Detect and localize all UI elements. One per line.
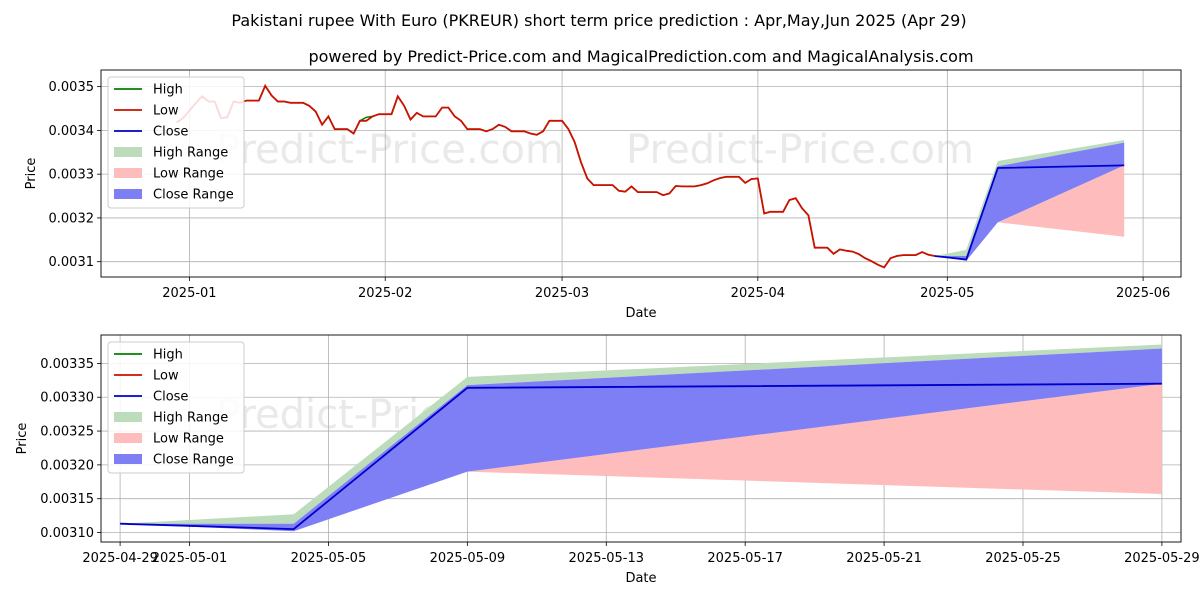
y-tick-label: 0.00335 <box>40 357 94 372</box>
legend-high-range-swatch <box>114 412 142 422</box>
legend-close-range-swatch <box>114 189 142 199</box>
y-tick-label: 0.00325 <box>40 425 94 440</box>
y-tick-label: 0.0033 <box>49 168 95 183</box>
legend-close-label: Close <box>153 390 188 405</box>
watermark-text: Predict-Price.com <box>216 127 564 173</box>
x-tick-label: 2025-05-01 <box>152 551 228 566</box>
legend-close-label: Close <box>153 125 188 140</box>
legend-close-range-label: Close Range <box>153 188 234 203</box>
legend-close-range-label: Close Range <box>153 453 234 468</box>
y-tick-label: 0.0031 <box>49 255 95 270</box>
watermark-text: Predict-Price.com <box>626 127 974 173</box>
chart-title: Pakistani rupee With Euro (PKREUR) short… <box>231 11 966 30</box>
y-tick-label: 0.00315 <box>40 492 94 507</box>
y-tick-label: 0.00320 <box>40 458 94 473</box>
low-range-band <box>934 165 1125 261</box>
x-tick-label: 2025-05-21 <box>846 551 922 566</box>
y-tick-label: 0.0032 <box>49 211 95 226</box>
x-tick-label: 2025-03 <box>535 286 589 301</box>
close-series-line <box>120 382 1162 531</box>
close-range-band <box>120 348 1162 532</box>
plot-frame <box>100 69 1182 278</box>
low-series-line <box>176 83 935 269</box>
legend-high-range-swatch <box>114 147 142 157</box>
legend-low-label: Low <box>153 369 179 384</box>
x-tick-label: 2025-02 <box>358 286 412 301</box>
legend-close-range-swatch <box>114 454 142 464</box>
high-series-line <box>176 84 935 269</box>
x-tick-label: 2025-05-29 <box>1124 551 1200 566</box>
legend-high-range-label: High Range <box>153 146 228 161</box>
y-tick-label: 0.00330 <box>40 391 94 406</box>
legend-low-range-label: Low Range <box>153 167 224 182</box>
bottom-panel: Predict-Price.comPredict-Price.com2025-0… <box>15 334 1200 586</box>
x-tick-label: 2025-05-17 <box>707 551 783 566</box>
x-tick-label: 2025-04-29 <box>82 551 158 566</box>
legend-low-range-label: Low Range <box>153 432 224 447</box>
x-axis-label: Date <box>625 571 656 586</box>
close-series-line <box>934 164 1125 261</box>
x-tick-label: 2025-05-09 <box>430 551 506 566</box>
legend-high-range-label: High Range <box>153 411 228 426</box>
y-tick-label: 0.0034 <box>49 124 95 139</box>
x-tick-label: 2025-05 <box>920 286 974 301</box>
low-range-band <box>120 383 1162 532</box>
chart-subtitle: powered by Predict-Price.com and Magical… <box>308 47 973 66</box>
plot-frame <box>100 334 1182 543</box>
y-axis-label: Price <box>24 158 39 190</box>
close-range-band <box>934 142 1125 261</box>
x-tick-label: 2025-05-05 <box>291 551 367 566</box>
legend-high-label: High <box>153 83 183 98</box>
x-tick-label: 2025-05-25 <box>985 551 1061 566</box>
legend-low-label: Low <box>153 104 179 119</box>
legend-high-label: High <box>153 348 183 363</box>
x-axis-label: Date <box>625 306 656 321</box>
x-tick-label: 2025-01 <box>162 286 216 301</box>
legend: High Low Close High Range Low Range Close Ran… <box>107 76 245 209</box>
x-tick-label: 2025-05-13 <box>568 551 644 566</box>
y-axis-label: Price <box>15 423 30 455</box>
top-panel: Predict-Price.com Predict-Price.com 2025-0… <box>24 69 1182 321</box>
y-tick-label: 0.00310 <box>40 526 94 541</box>
x-tick-label: 2025-06 <box>1116 286 1170 301</box>
legend-low-range-swatch <box>114 433 142 443</box>
legend: High Low Close High Range Low Range Close Ran… <box>107 341 245 474</box>
legend-low-range-swatch <box>114 168 142 178</box>
x-tick-label: 2025-04 <box>731 286 785 301</box>
y-tick-label: 0.0035 <box>49 80 95 95</box>
